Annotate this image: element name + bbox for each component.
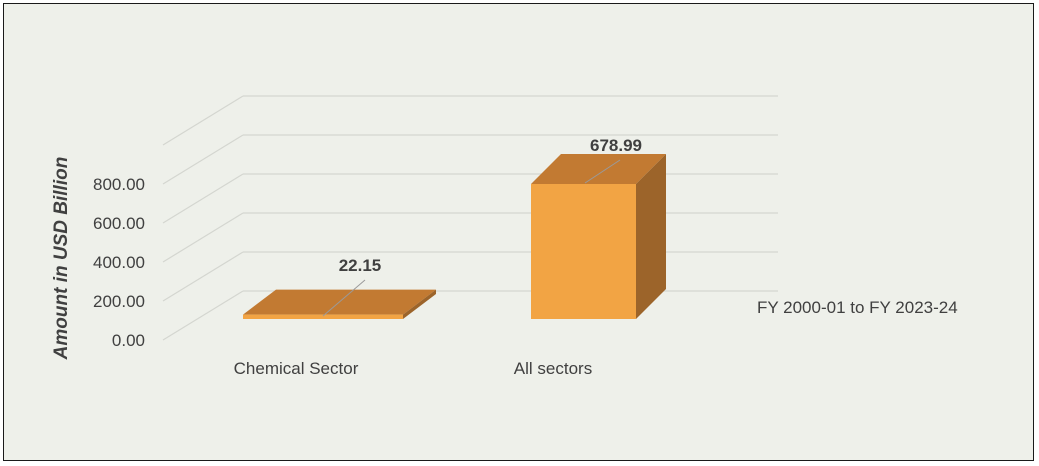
bar-side-face [636, 154, 666, 319]
y-axis-ticks: 0.00 200.00 400.00 600.00 800.00 [93, 175, 145, 350]
y-tick-label: 400.00 [93, 253, 145, 272]
bar-chemical-sector: 22.15 [243, 256, 436, 319]
bar-side-face [403, 289, 436, 319]
data-label-leader [584, 159, 621, 184]
y-tick-label: 600.00 [93, 214, 145, 233]
y-tick-label: 800.00 [93, 175, 145, 194]
chart-frame [3, 3, 1034, 461]
data-label-leader [322, 279, 366, 317]
data-label: 678.99 [590, 136, 642, 155]
bars: 22.15 678.99 [243, 136, 666, 319]
y-axis-label: Amount in USD Billion [51, 157, 72, 361]
gridline [162, 134, 778, 185]
y-tick-label: 200.00 [93, 292, 145, 311]
x-category-label: All sectors [514, 359, 592, 378]
gridlines [162, 95, 778, 341]
gridline [162, 212, 778, 263]
legend-entry: FY 2000-01 to FY 2023-24 [757, 298, 958, 317]
x-axis-categories: Chemical Sector All sectors [234, 359, 593, 378]
bar-front-face [531, 184, 636, 319]
x-category-label: Chemical Sector [234, 359, 359, 378]
bar-all-sectors: 678.99 [531, 136, 666, 319]
gridline [162, 251, 778, 302]
y-tick-label: 0.00 [112, 331, 145, 350]
data-label: 22.15 [339, 256, 382, 275]
gridline [162, 95, 778, 146]
bar-top-face [531, 154, 666, 184]
bar-front-face [243, 314, 403, 319]
gridline [162, 173, 778, 224]
